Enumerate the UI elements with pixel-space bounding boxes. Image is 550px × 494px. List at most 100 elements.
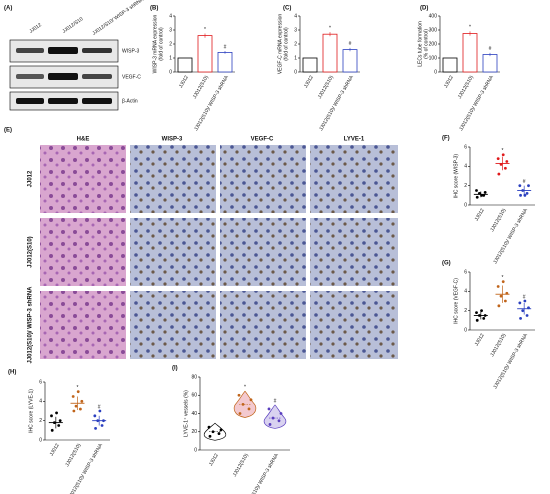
y-tick-label: 4 [169, 13, 172, 19]
data-point [279, 412, 283, 415]
y-tick-label: 300 [429, 27, 438, 33]
row-header: JJ012(S10) [28, 236, 34, 267]
y-tick-label: 0 [194, 447, 197, 453]
data-point [475, 195, 479, 199]
data-point [523, 193, 527, 197]
y-tick-label: 0 [169, 69, 172, 75]
data-point [94, 427, 97, 430]
data-point [525, 314, 529, 317]
x-tick-label: JJ012 [178, 74, 190, 89]
blot-row: β-Actin [122, 98, 138, 104]
significance-marker: # [349, 41, 352, 47]
data-point [277, 419, 281, 423]
data-point [267, 407, 271, 411]
y-tick-label: 1 [294, 55, 297, 61]
data-point [496, 157, 500, 161]
panel-label: (B) [150, 6, 158, 12]
data-point [518, 184, 522, 188]
data-point [477, 192, 481, 195]
y-tick-label: 4 [464, 289, 467, 295]
data-point [525, 192, 529, 195]
y-tick-label: 2 [294, 41, 297, 47]
x-tick-label: JJ012 [49, 442, 61, 457]
data-point [100, 424, 104, 427]
column-header: H&E [77, 137, 90, 143]
data-point [72, 409, 76, 413]
data-point [497, 304, 501, 308]
column-header: LYVE-1 [344, 137, 365, 143]
significance-marker: * [244, 385, 246, 391]
y-axis-label: IHC score (WISP-3) [453, 154, 459, 199]
data-point [499, 163, 503, 166]
x-tick-label: JJ012(S10) [489, 332, 507, 357]
y-tick-label: 100 [429, 55, 438, 61]
violin [263, 404, 287, 429]
data-point [496, 285, 500, 288]
significance-marker: # [98, 404, 101, 410]
blot-column: JJ012/S10/ WISP-3 shRNA [91, 0, 145, 37]
bar [197, 35, 213, 73]
data-point [271, 416, 275, 420]
y-axis-label: LYVE-1⁺ vessels (%) [183, 390, 189, 437]
data-point [52, 421, 56, 424]
data-point [207, 425, 211, 429]
data-point [249, 398, 253, 402]
x-tick-label: JJ012(S10)/ WISP-3 shRNA [193, 74, 230, 132]
bar [302, 57, 318, 73]
data-point [523, 299, 527, 303]
y-tick-label: 0 [39, 437, 42, 443]
data-point [503, 166, 507, 170]
data-point [527, 184, 530, 188]
data-point [483, 314, 487, 317]
x-tick-label: JJ012(S10) [232, 452, 250, 477]
y-tick-label: 6 [464, 269, 467, 275]
y-axis-label: (fold of control) [158, 27, 164, 61]
panel-label: (I) [172, 366, 178, 372]
significance-marker: * [469, 25, 471, 31]
data-point [58, 419, 62, 423]
data-point [477, 314, 481, 317]
data-point [55, 411, 58, 415]
x-tick-label: JJ012(S10) [64, 442, 82, 467]
data-point [98, 409, 102, 413]
data-point [482, 317, 486, 320]
data-point [208, 434, 212, 438]
significance-marker: * [502, 148, 504, 154]
x-tick-label: JJ012 [474, 207, 486, 222]
bar [322, 33, 338, 73]
y-tick-label: 0 [294, 69, 297, 75]
data-point [217, 432, 221, 435]
blot-row: VEGF-C [122, 74, 141, 80]
y-axis-label: IHC score (VEGF-C) [453, 278, 459, 324]
data-point [211, 430, 215, 434]
x-tick-label: JJ012(S10)/ WISP-3 shRNA [318, 74, 355, 132]
bar [442, 57, 458, 73]
blot-row: WISP-3 [122, 48, 139, 54]
y-axis-label: LECs tube formation [417, 21, 423, 67]
y-axis-label: VEGF-C mRNA expression [277, 14, 283, 75]
y-axis-label: (% of control) [423, 29, 429, 59]
data-point [96, 419, 100, 423]
y-axis-label: IHC score (LYVE-1) [28, 389, 34, 433]
significance-marker: # [224, 44, 227, 50]
data-point [501, 153, 505, 157]
x-tick-label: JJ012(S10) [457, 74, 475, 99]
y-tick-label: 0 [464, 202, 467, 208]
data-point [238, 412, 242, 415]
data-point [482, 193, 486, 197]
y-tick-label: 3 [169, 27, 172, 33]
y-tick-label: 4 [39, 399, 42, 405]
data-point [480, 193, 483, 197]
blot-column: JJ012 [28, 22, 43, 35]
significance-marker: # [274, 398, 277, 404]
bar [462, 33, 478, 73]
blot [9, 39, 119, 111]
bar [217, 52, 233, 73]
data-point [505, 160, 509, 163]
panel-label: (E) [4, 128, 12, 134]
data-point [93, 414, 97, 418]
x-tick-label: JJ012(S10)/ WISP-3 shRNA [458, 74, 495, 132]
y-tick-label: 4 [294, 13, 297, 19]
histology-grid [40, 145, 398, 359]
